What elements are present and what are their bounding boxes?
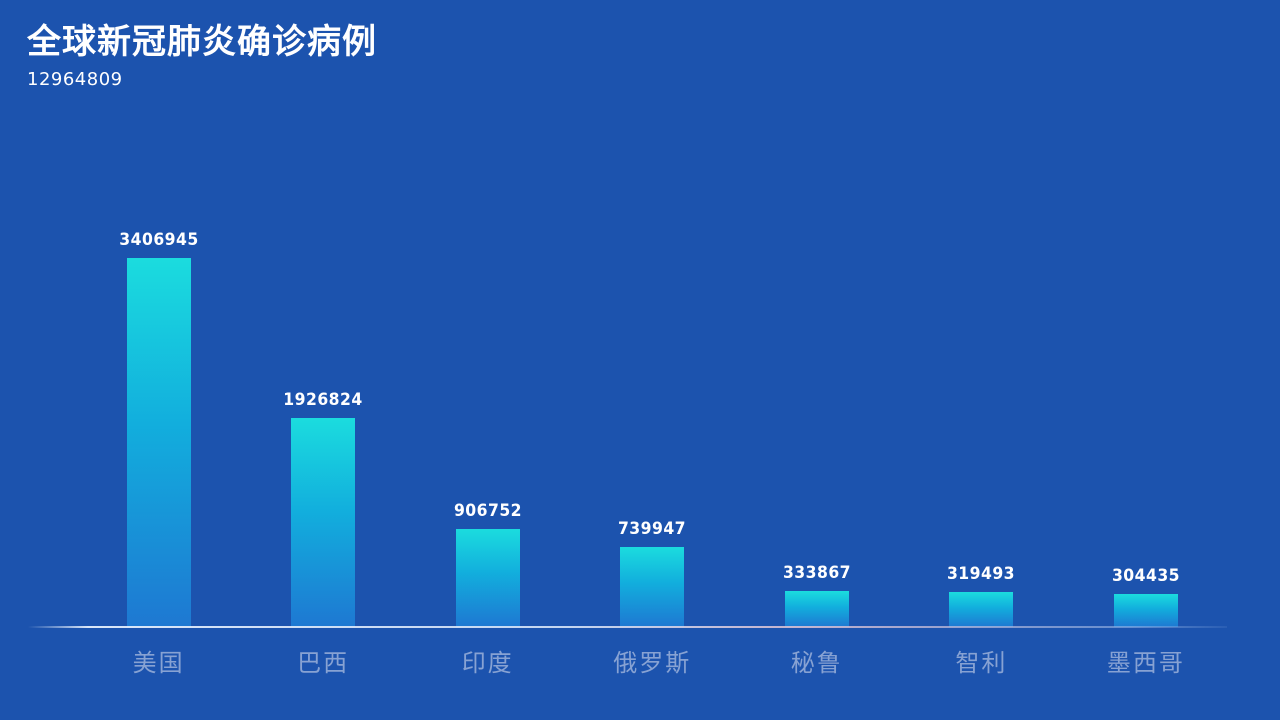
bar-4[interactable] — [784, 591, 849, 627]
bar-5[interactable] — [949, 592, 1014, 627]
bar-group: 1926824 巴西 — [283, 390, 362, 677]
bar-group: 906752 印度 — [454, 501, 522, 677]
bar-value-label: 906752 — [453, 501, 522, 521]
chart-total-count: 12964809 — [27, 68, 123, 90]
bar-value-label: 319493 — [947, 564, 1016, 584]
bar-2[interactable] — [455, 529, 520, 627]
bar-value-label: 304435 — [1111, 566, 1180, 586]
bar-group: 319493 智利 — [947, 564, 1015, 677]
bar-group: 3406945 美国 — [119, 230, 198, 677]
x-axis-line — [28, 626, 1227, 628]
category-label: 俄罗斯 — [613, 649, 692, 677]
bar-3[interactable] — [620, 547, 685, 627]
category-label: 印度 — [461, 649, 514, 677]
bar-group: 333867 秘鲁 — [783, 563, 851, 677]
bar-value-label: 1926824 — [283, 390, 363, 410]
bar-group: 304435 墨西哥 — [1107, 566, 1183, 677]
chart-title: 全球新冠肺炎确诊病例 — [27, 22, 377, 62]
category-label: 智利 — [955, 649, 1008, 677]
bar-0[interactable] — [126, 258, 191, 627]
bar-group: 739947 俄罗斯 — [613, 519, 689, 677]
bar-6[interactable] — [1113, 594, 1178, 627]
chart-header: 全球新冠肺炎确诊病例 12964809 — [27, 22, 377, 90]
bar-1[interactable] — [291, 418, 356, 627]
bar-value-label: 739947 — [618, 519, 687, 539]
bar-value-label: 333867 — [782, 563, 851, 583]
category-label: 墨西哥 — [1106, 649, 1185, 677]
category-label: 秘鲁 — [790, 649, 843, 677]
bar-value-label: 3406945 — [118, 230, 199, 250]
category-label: 美国 — [132, 649, 185, 677]
category-label: 巴西 — [297, 649, 350, 677]
